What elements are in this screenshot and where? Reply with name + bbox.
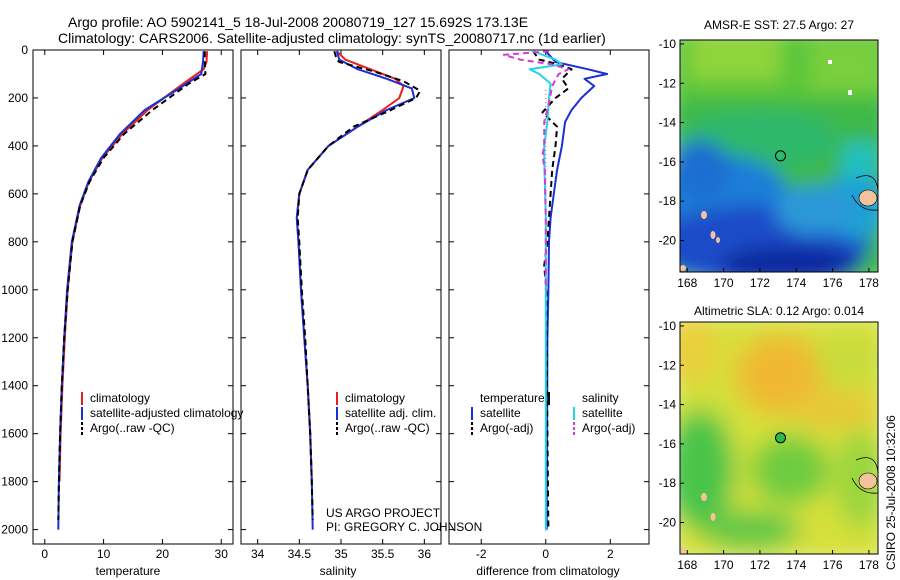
temperature-xtick-label: 0 [41,547,48,561]
sla-map-lon-tick-label: 170 [714,558,734,572]
temperature-plot-frame [32,49,234,545]
sst-map-lon-tick-label: 168 [677,276,697,290]
sla-map-image [680,322,878,554]
depth-tick-label: 1800 [1,475,28,489]
salinity-xtick-label: 34 [251,547,265,561]
difference-series-temperature-satellite [545,50,609,530]
difference-axis-label: difference from climatology [476,564,619,578]
sla-map-lat-tick-label: -14 [659,398,677,412]
difference-xtick-label: 2 [607,547,614,561]
salinity-axis-label: salinity [320,564,357,578]
axes-layer: 0 10 20 30020040060080010001200140016001800… [1,43,649,561]
salinity-xtick-label: 35.5 [371,547,395,561]
sst-map-lat-tick-label: -10 [659,37,677,51]
depth-tick-label: 400 [8,139,28,153]
sla-map-lon-tick-label: 178 [859,558,879,572]
depth-tick-label: 0 [21,43,28,57]
legend-label-climatology: climatology [90,391,150,405]
legend-label-sal-argo: Argo(-adj) [582,421,635,435]
legend-label-argo: Argo(..raw -QC) [345,421,430,435]
sla-map-lat-tick-label: -20 [659,516,677,530]
legend-label-satellite-adj: satellite adj. clim. [345,406,436,420]
sla-map-lat-tick-label: -18 [659,476,677,490]
difference-legend: temperature salinity satellite Argo(-adj… [471,391,635,435]
project-credit: US ARGO PROJECT [326,506,441,520]
sst-map-image [680,40,878,272]
legend-label-climatology: climatology [345,391,405,405]
temperature-xtick-label: 10 [97,547,111,561]
sst-map-lon-tick-label: 178 [859,276,879,290]
depth-tick-label: 600 [8,187,28,201]
sla-map-lat-tick-label: -16 [659,437,677,451]
sst-map-lat-tick-label: -12 [659,76,677,90]
sla-map-lon-tick-label: 176 [823,558,843,572]
figure-title-line-2: Climatology: CARS2006. Satellite-adjuste… [58,30,606,46]
difference-plot-frame [448,49,650,545]
sst-map-lat-tick-label: -16 [659,155,677,169]
sst-map-lon-tick-label: 172 [750,276,770,290]
pi-credit: PI: GREGORY C. JOHNSON [326,520,482,534]
depth-tick-label: 2000 [1,523,28,537]
sla-map-lon-tick-label: 168 [677,558,697,572]
legend-label-argo: Argo(..raw -QC) [90,421,175,435]
depth-tick-label: 1000 [1,283,28,297]
map-axes: 168 170 172 174 176 178 -10 -12 -14 -16 -18 -20 168 1… [659,37,880,572]
legend-title-salinity: salinity [582,391,619,405]
legend-label-temp-satellite: satellite [480,406,521,420]
salinity-series-argo-raw-qc- [296,50,422,521]
salinity-xtick-label: 34.5 [288,547,312,561]
sst-map-lat-tick-label: -18 [659,194,677,208]
figure-title-line-1: Argo profile: AO 5902141_5 18-Jul-2008 2… [68,14,528,30]
difference-xtick-label: 0 [542,547,549,561]
profile-lines [57,50,609,530]
difference-series-temperature-argo-adj- [532,50,573,530]
salinity-xtick-label: 35 [334,547,348,561]
salinity-xtick-label: 36 [418,547,432,561]
sst-map-lon-tick-label: 174 [786,276,806,290]
difference-series-salinity-argo-adj- [502,50,570,290]
depth-tick-label: 1400 [1,379,28,393]
sla-map-title: Altimetric SLA: 0.12 Argo: 0.014 [694,304,864,318]
sst-map-frame [679,39,879,273]
temperature-series-satellite-adjusted-climatology [57,51,205,530]
sla-argo-location-marker [775,432,786,444]
legend-title-temperature: temperature [480,391,545,405]
sla-map-lon-tick-label: 172 [750,558,770,572]
sst-map-title: AMSR-E SST: 27.5 Argo: 27 [704,18,854,32]
depth-tick-label: 1200 [1,331,28,345]
csiro-timestamp: CSIRO 25-Jul-2008 10:32:06 [884,415,898,570]
temperature-xtick-label: 30 [215,547,229,561]
sla-map-frame [679,321,879,555]
depth-tick-label: 1600 [1,427,28,441]
sla-map-lon-tick-label: 174 [786,558,806,572]
temperature-series-argo-raw-qc- [57,51,207,521]
legend-label-temp-argo: Argo(-adj) [480,421,533,435]
depth-tick-label: 800 [8,235,28,249]
sst-map-lon-tick-label: 176 [823,276,843,290]
salinity-legend: climatology satellite adj. clim. Argo(..… [336,391,436,435]
depth-tick-label: 200 [8,91,28,105]
sst-map-lat-tick-label: -14 [659,116,677,130]
sst-map-lon-tick-label: 170 [714,276,734,290]
sla-map-lat-tick-label: -12 [659,358,677,372]
difference-xtick-label: -2 [476,547,487,561]
temperature-axis-label: temperature [96,564,161,578]
sla-map-lat-tick-label: -10 [659,319,677,333]
legend-label-satellite-adjusted: satellite-adjusted climatology [90,406,243,420]
temperature-xtick-label: 20 [156,547,170,561]
salinity-plot-frame [240,49,442,545]
legend-label-sal-satellite: satellite [582,406,623,420]
sst-argo-location-marker [775,150,786,162]
temperature-legend: climatology satellite-adjusted climatolo… [81,391,243,435]
salinity-series-satellite-adj-clim- [295,50,416,530]
sst-map-lat-tick-label: -20 [659,234,677,248]
